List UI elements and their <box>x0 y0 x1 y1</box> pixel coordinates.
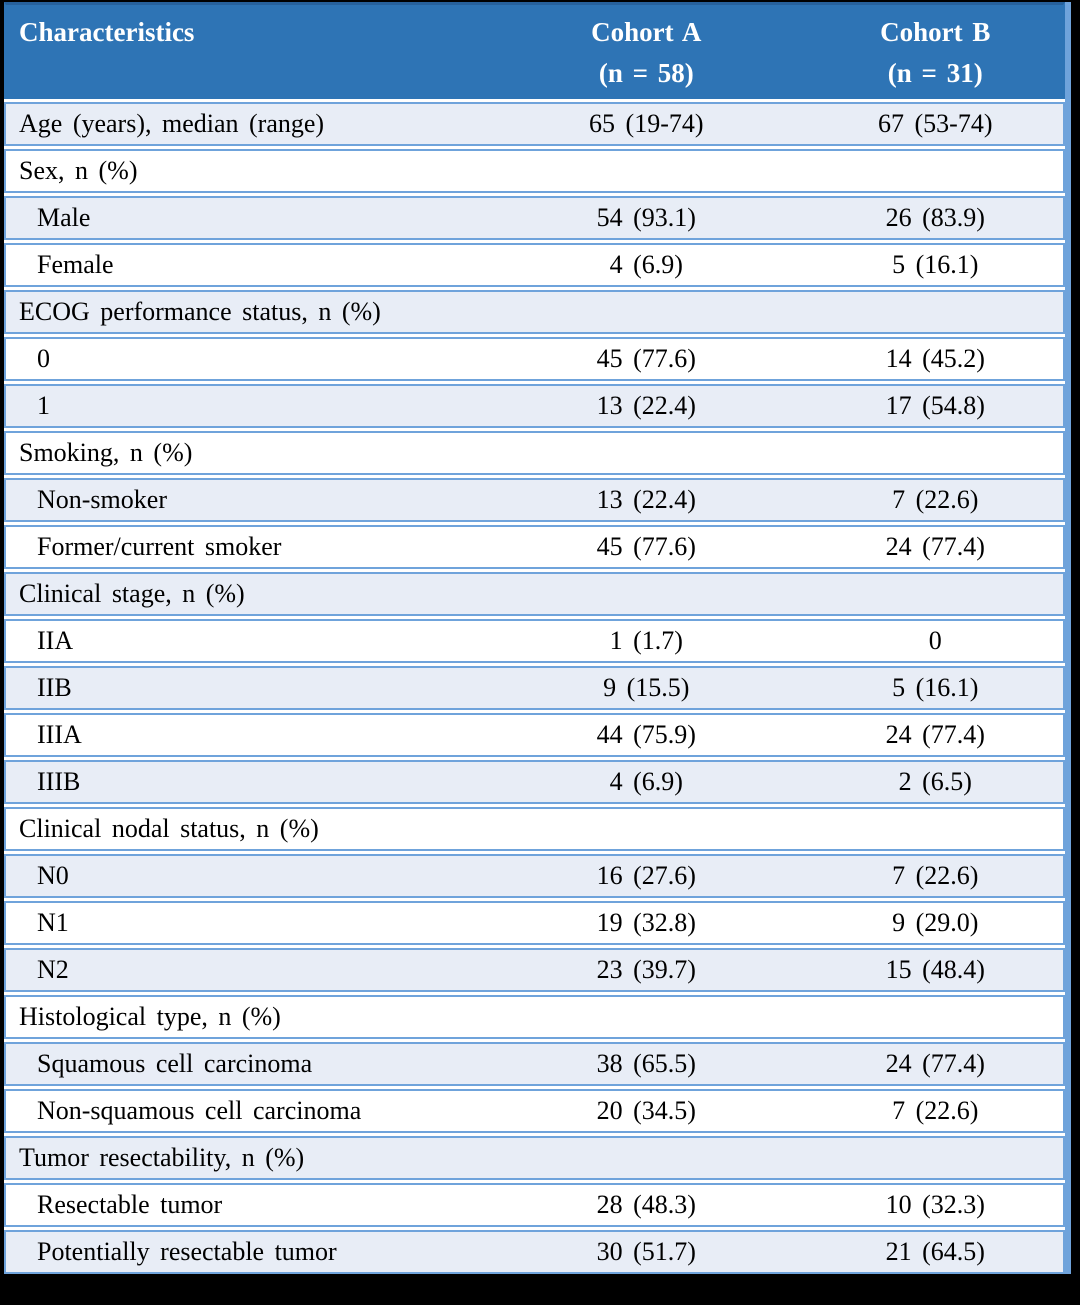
cohort-a-value: 45 (77.6) <box>596 344 696 373</box>
cohort-a-value: 23 (39.7) <box>596 955 696 984</box>
row-label: 1 <box>37 391 50 420</box>
table-row: Clinical nodal status, n (%) <box>4 807 1065 851</box>
row-label: Former/current smoker <box>37 532 282 561</box>
cohort-a-value: 13 (22.4) <box>596 485 696 514</box>
table-row: Tumor resectability, n (%) <box>4 1136 1065 1180</box>
table-row: IIB 9 (15.5) 5 (16.1) <box>4 666 1065 710</box>
cohort-b-value: 67 (53-74) <box>878 109 993 138</box>
table-row: Potentially resectable tumor 30 (51.7) 2… <box>4 1230 1065 1274</box>
row-label: Histological type, n (%) <box>19 1002 281 1031</box>
table-row: Squamous cell carcinoma 38 (65.5) 24 (77… <box>4 1042 1065 1086</box>
row-label: ECOG performance status, n (%) <box>19 297 381 326</box>
header-cohort-b-title: Cohort B <box>880 17 991 47</box>
header-cohort-b-n: (n = 31) <box>887 58 983 88</box>
row-label: N2 <box>37 955 69 984</box>
cohort-b-value: 7 (22.6) <box>892 485 979 514</box>
row-label: Female <box>37 250 114 279</box>
cohort-a-value: 54 (93.1) <box>596 203 696 232</box>
row-label: Male <box>37 203 91 232</box>
table-row: Smoking, n (%) <box>4 431 1065 475</box>
table-row: N2 23 (39.7) 15 (48.4) <box>4 948 1065 992</box>
table-header-row: Characteristics Cohort A (n = 58) Cohort… <box>4 2 1065 99</box>
row-label: IIIB <box>37 767 81 796</box>
cohort-a-value: 65 (19-74) <box>589 109 704 138</box>
table-row: Histological type, n (%) <box>4 995 1065 1039</box>
table-row: Age (years), median (range) 65 (19-74) 6… <box>4 102 1065 146</box>
header-cohort-a: Cohort A (n = 58) <box>485 5 807 99</box>
cohort-b-value: 10 (32.3) <box>885 1190 985 1219</box>
cohort-b-value: 24 (77.4) <box>885 532 985 561</box>
cohort-a-value: 4 (6.9) <box>609 767 683 796</box>
cohort-a-value: 28 (48.3) <box>596 1190 696 1219</box>
row-label: N0 <box>37 861 69 890</box>
row-label: Non-squamous cell carcinoma <box>37 1096 362 1125</box>
row-label: Squamous cell carcinoma <box>37 1049 313 1078</box>
cohort-b-value: 0 <box>928 626 942 655</box>
row-label: IIIA <box>37 720 82 749</box>
table-row: Female 4 (6.9) 5 (16.1) <box>4 243 1065 287</box>
table-row: Non-squamous cell carcinoma 20 (34.5) 7 … <box>4 1089 1065 1133</box>
cohort-b-value: 24 (77.4) <box>885 720 985 749</box>
cohort-b-value: 17 (54.8) <box>885 391 985 420</box>
cohort-b-value: 5 (16.1) <box>892 250 979 279</box>
row-label: Sex, n (%) <box>19 156 138 185</box>
cohort-a-value: 19 (32.8) <box>596 908 696 937</box>
cohort-b-value: 26 (83.9) <box>885 203 985 232</box>
cohort-b-value: 21 (64.5) <box>885 1237 985 1266</box>
cohort-b-value: 15 (48.4) <box>885 955 985 984</box>
row-label: 0 <box>37 344 50 373</box>
table-row: Resectable tumor 28 (48.3) 10 (32.3) <box>4 1183 1065 1227</box>
table-row: Male 54 (93.1) 26 (83.9) <box>4 196 1065 240</box>
cohort-a-value: 38 (65.5) <box>596 1049 696 1078</box>
cohort-a-value: 16 (27.6) <box>596 861 696 890</box>
row-label: Age (years), median (range) <box>19 109 325 138</box>
table-row: Non-smoker 13 (22.4) 7 (22.6) <box>4 478 1065 522</box>
table-row: 1 13 (22.4) 17 (54.8) <box>4 384 1065 428</box>
cohort-a-value: 13 (22.4) <box>596 391 696 420</box>
table-row: IIIA 44 (75.9) 24 (77.4) <box>4 713 1065 757</box>
cohort-a-value: 9 (15.5) <box>603 673 690 702</box>
row-label: Potentially resectable tumor <box>37 1237 337 1266</box>
cohort-b-value: 2 (6.5) <box>898 767 972 796</box>
header-characteristics-label: Characteristics <box>19 17 195 47</box>
table-row: N1 19 (32.8) 9 (29.0) <box>4 901 1065 945</box>
table-row: Former/current smoker 45 (77.6) 24 (77.4… <box>4 525 1065 569</box>
characteristics-table: Characteristics Cohort A (n = 58) Cohort… <box>4 2 1071 1274</box>
table-row: IIA 1 (1.7) 0 <box>4 619 1065 663</box>
header-cohort-b: Cohort B (n = 31) <box>807 5 1063 99</box>
cohort-a-value: 1 (1.7) <box>609 626 683 655</box>
table-body: Age (years), median (range) 65 (19-74) 6… <box>4 102 1065 1274</box>
cohort-a-value: 45 (77.6) <box>596 532 696 561</box>
row-label: IIB <box>37 673 72 702</box>
cohort-a-value: 4 (6.9) <box>609 250 683 279</box>
cohort-b-value: 24 (77.4) <box>885 1049 985 1078</box>
cohort-a-value: 20 (34.5) <box>596 1096 696 1125</box>
table-row: 0 45 (77.6) 14 (45.2) <box>4 337 1065 381</box>
row-label: Tumor resectability, n (%) <box>19 1143 305 1172</box>
cohort-b-value: 7 (22.6) <box>892 861 979 890</box>
row-label: Resectable tumor <box>37 1190 223 1219</box>
row-label: N1 <box>37 908 69 937</box>
header-cohort-a-title: Cohort A <box>591 17 702 47</box>
row-label: Clinical stage, n (%) <box>19 579 245 608</box>
table-row: IIIB 4 (6.9) 2 (6.5) <box>4 760 1065 804</box>
cohort-b-value: 7 (22.6) <box>892 1096 979 1125</box>
table-row: Sex, n (%) <box>4 149 1065 193</box>
header-characteristics: Characteristics <box>6 5 485 99</box>
row-label: Clinical nodal status, n (%) <box>19 814 319 843</box>
table-row: ECOG performance status, n (%) <box>4 290 1065 334</box>
table-row: Clinical stage, n (%) <box>4 572 1065 616</box>
row-label: Smoking, n (%) <box>19 438 193 467</box>
cohort-b-value: 5 (16.1) <box>892 673 979 702</box>
row-label: Non-smoker <box>37 485 167 514</box>
cohort-b-value: 9 (29.0) <box>892 908 979 937</box>
cohort-a-value: 30 (51.7) <box>596 1237 696 1266</box>
header-cohort-a-n: (n = 58) <box>598 58 694 88</box>
cohort-a-value: 44 (75.9) <box>596 720 696 749</box>
row-label: IIA <box>37 626 74 655</box>
table-row: N0 16 (27.6) 7 (22.6) <box>4 854 1065 898</box>
cohort-b-value: 14 (45.2) <box>885 344 985 373</box>
